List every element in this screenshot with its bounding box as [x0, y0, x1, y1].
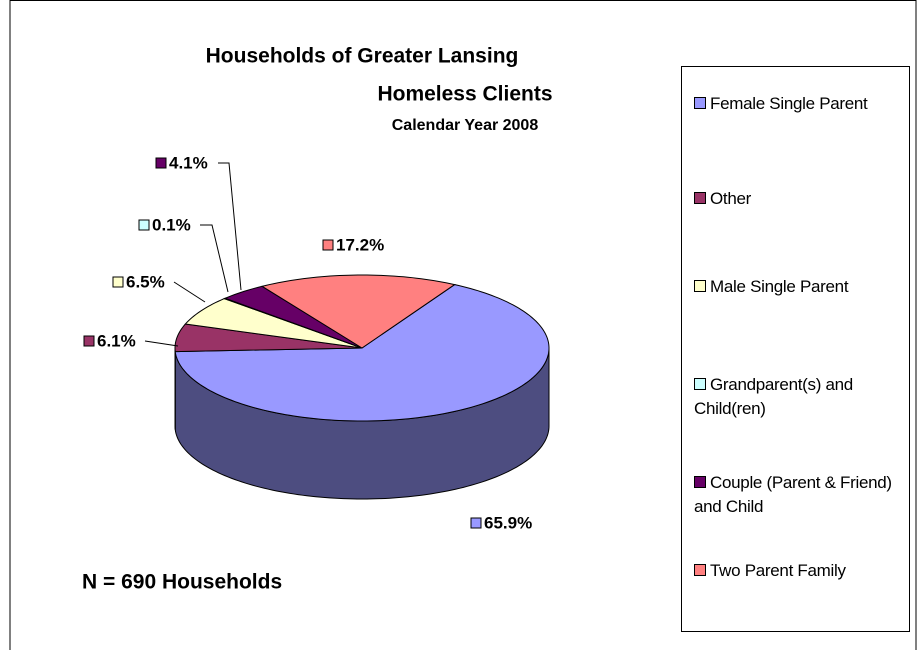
leader-line — [144, 340, 179, 347]
pie-slice — [260, 274, 456, 349]
annotation: N = 690 Households — [82, 571, 282, 594]
legend-label: Two Parent Family — [710, 561, 846, 580]
legend-item: Two Parent Family — [694, 559, 906, 583]
data-label: 65.9% — [484, 513, 532, 532]
legend-label: Male Single Parent — [710, 277, 849, 296]
pie-slice — [184, 298, 363, 349]
pie-slice — [174, 323, 363, 353]
legend-label: Couple (Parent & Friend) and Child — [694, 473, 892, 516]
legend-swatch — [694, 378, 706, 390]
leader-line — [218, 162, 242, 291]
legend-label: Other — [710, 189, 752, 208]
leader-line — [200, 224, 229, 293]
data-label: 4.1% — [169, 153, 208, 172]
legend-item: Couple (Parent & Friend) and Child — [694, 471, 906, 519]
label-swatch — [83, 335, 95, 347]
label-swatch — [138, 219, 150, 231]
data-label: 17.2% — [336, 235, 384, 254]
chart-title: Homeless Clients — [377, 83, 552, 106]
legend-item: Other — [694, 187, 906, 211]
legend: Female Single Parent Other Male Single Par… — [681, 66, 910, 632]
chart-subtitle: Calendar Year 2008 — [392, 117, 539, 134]
label-swatch — [470, 517, 482, 529]
pie-slice — [223, 285, 363, 349]
data-label: 0.1% — [152, 215, 191, 234]
data-label: 6.5% — [126, 272, 165, 291]
legend-swatch — [694, 192, 706, 204]
leader-line — [173, 281, 206, 303]
label-swatch — [155, 157, 167, 169]
legend-item: Grandparent(s) and Child(ren) — [694, 373, 906, 421]
label-swatch — [112, 276, 124, 288]
legend-label: Female Single Parent — [710, 94, 868, 113]
pie-slice — [174, 284, 550, 422]
legend-swatch — [694, 97, 706, 109]
data-label: 6.1% — [97, 331, 136, 350]
legend-swatch — [694, 564, 706, 576]
legend-item: Male Single Parent — [694, 275, 906, 299]
frame — [9, 0, 917, 650]
legend-swatch — [694, 476, 706, 488]
legend-swatch — [694, 280, 706, 292]
chart-title: Households of Greater Lansing — [206, 45, 519, 68]
label-swatch — [322, 239, 334, 251]
legend-item: Female Single Parent — [694, 92, 906, 116]
legend-label: Grandparent(s) and Child(ren) — [694, 375, 853, 418]
